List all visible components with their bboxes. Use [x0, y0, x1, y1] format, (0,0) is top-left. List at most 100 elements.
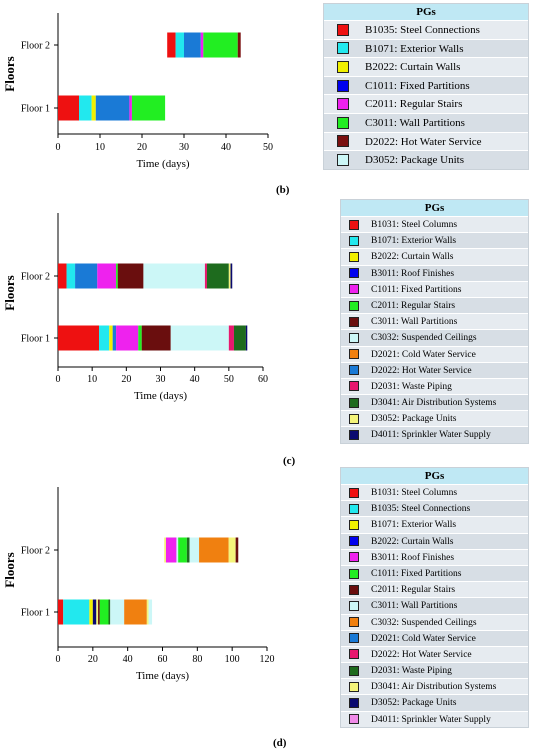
chart-c-legend: PGs B1031: Steel Columns B1071: Exterior … — [340, 199, 529, 444]
legend-item: C1011: Fixed Partitions — [341, 280, 528, 297]
bar-segment — [112, 325, 117, 351]
legend-title: PGs — [324, 4, 528, 20]
legend-item: D2022: Hot Water Service — [341, 361, 528, 378]
legend-item: C2011: Regular Stairs — [341, 296, 528, 314]
x-tick-label: 40 — [221, 142, 231, 153]
bar-segment — [66, 263, 76, 289]
legend-label: D3052: Package Units — [365, 154, 464, 167]
bar-segment — [203, 32, 238, 58]
x-axis-title: Time (days) — [134, 390, 187, 402]
panel-label-c: (c) — [283, 455, 296, 467]
x-tick-label: 80 — [192, 654, 202, 665]
legend-label: D3041: Air Distribution Systems — [371, 682, 497, 693]
legend-swatch — [337, 116, 349, 129]
bar-segment — [228, 537, 236, 563]
legend-label: D2022: Hot Water Service — [365, 135, 482, 148]
legend-item: B1035: Steel Connections — [324, 20, 528, 39]
legend-item: D3041: Air Distribution Systems — [341, 394, 528, 411]
bar-segment — [63, 599, 90, 625]
x-tick-label: 0 — [56, 374, 61, 385]
chart-b-legend: PGs B1035: Steel Connections B1071: Exter… — [323, 3, 529, 170]
legend-swatch — [337, 79, 349, 92]
legend-item: C2011: Regular Stairs — [341, 581, 528, 598]
legend-item: C2011: Regular Stairs — [324, 94, 528, 113]
bar-segment — [117, 263, 144, 289]
legend-label: D2031: Waste Piping — [371, 381, 452, 392]
bar-segment — [109, 325, 113, 351]
x-tick-label: 0 — [56, 654, 61, 665]
legend-label: D4011: Sprinkler Water Supply — [371, 714, 491, 725]
y-axis-title: Floors — [2, 552, 17, 587]
bar-segment — [98, 599, 100, 625]
bar-segment — [92, 599, 97, 625]
bar-segment — [116, 263, 118, 289]
bar-segment — [79, 95, 92, 121]
x-tick-label: 60 — [258, 374, 268, 385]
axes: 0 20 40 60 80 100 120 Floor 1 Floor 2 Time (days)… — [2, 487, 275, 682]
legend-label: C2011: Regular Stairs — [371, 585, 456, 596]
legend-item: D3041: Air Distribution Systems — [341, 678, 528, 695]
x-tick-label: 0 — [56, 142, 61, 153]
bar-segment — [129, 95, 132, 121]
bar-segment — [164, 537, 166, 563]
bar-segment — [184, 32, 201, 58]
legend-item: D2022: Hot Water Service — [341, 645, 528, 663]
legend-label: D2021: Cold Water Service — [371, 349, 476, 360]
legend-label: B1035: Steel Connections — [365, 24, 480, 36]
bar-segment — [165, 537, 177, 563]
legend-label: C1011: Fixed Partitions — [371, 568, 462, 579]
panel-label-d: (d) — [273, 737, 287, 749]
legend-label: B3011: Roof Finishes — [371, 268, 455, 279]
legend-label: D3052: Package Units — [371, 698, 457, 709]
legend-swatch — [337, 42, 349, 55]
legend-items: B1031: Steel Columns B1071: Exterior Wall… — [341, 216, 528, 443]
panel-label-b: (b) — [276, 184, 290, 196]
chart-b-plot: 0 10 20 30 40 50 Floor 1 Floor 2 Time (days) Floo… — [2, 13, 273, 170]
bar-segment — [170, 325, 229, 351]
legend-swatch — [349, 349, 359, 360]
legend-swatch — [349, 268, 359, 279]
bar-segment — [245, 325, 248, 351]
legend-item: C3011: Wall Partitions — [341, 313, 528, 330]
axes: 0 10 20 30 40 50 60 Floor 1 Floor 2 Time (days) Fl… — [2, 213, 268, 402]
x-tick-label: 40 — [190, 374, 200, 385]
legend-swatch — [349, 332, 359, 343]
bar-segment — [99, 599, 109, 625]
legend-label: D3041: Air Distribution Systems — [371, 398, 497, 409]
legend-label: C1011: Fixed Partitions — [365, 79, 470, 92]
legend-swatch — [349, 649, 359, 660]
legend-item: D4011: Sprinkler Water Supply — [341, 426, 528, 443]
bar-segment — [233, 325, 246, 351]
bar-segment — [58, 95, 79, 121]
legend-item: B1071: Exterior Walls — [341, 232, 528, 249]
legend-label: C3032: Suspended Ceilings — [371, 333, 477, 344]
bar-segment — [141, 325, 171, 351]
x-tick-label: 30 — [179, 142, 189, 153]
bar-segment — [131, 95, 166, 121]
legend-swatch — [349, 600, 359, 611]
bar-segment — [237, 32, 241, 58]
legend-title: PGs — [341, 468, 528, 484]
legend-label: D2021: Cold Water Service — [371, 633, 476, 644]
x-tick-label: 20 — [137, 142, 147, 153]
bar-segment — [175, 32, 184, 58]
legend-label: B2022: Curtain Walls — [365, 61, 461, 74]
legend-swatch — [349, 519, 359, 530]
bar-segment — [228, 263, 231, 289]
x-axis-title: Time (days) — [136, 158, 189, 170]
legend-label: D3052: Package Units — [371, 414, 457, 425]
legend-item: B1031: Steel Columns — [341, 216, 528, 233]
bar-segment — [95, 95, 130, 121]
bar-segment — [110, 599, 125, 625]
legend-swatch — [349, 552, 359, 563]
x-tick-label: 10 — [95, 142, 105, 153]
legend-swatch — [349, 665, 359, 676]
bar-segment — [146, 599, 149, 625]
x-axis-title: Time (days) — [136, 670, 189, 682]
bar-segment — [206, 263, 229, 289]
x-tick-label: 40 — [123, 654, 133, 665]
legend-item: D2022: Hot Water Service — [324, 131, 528, 151]
legend-item: B2022: Curtain Walls — [324, 57, 528, 76]
legend-item: D3052: Package Units — [341, 410, 528, 427]
legend-item: B2022: Curtain Walls — [341, 532, 528, 549]
